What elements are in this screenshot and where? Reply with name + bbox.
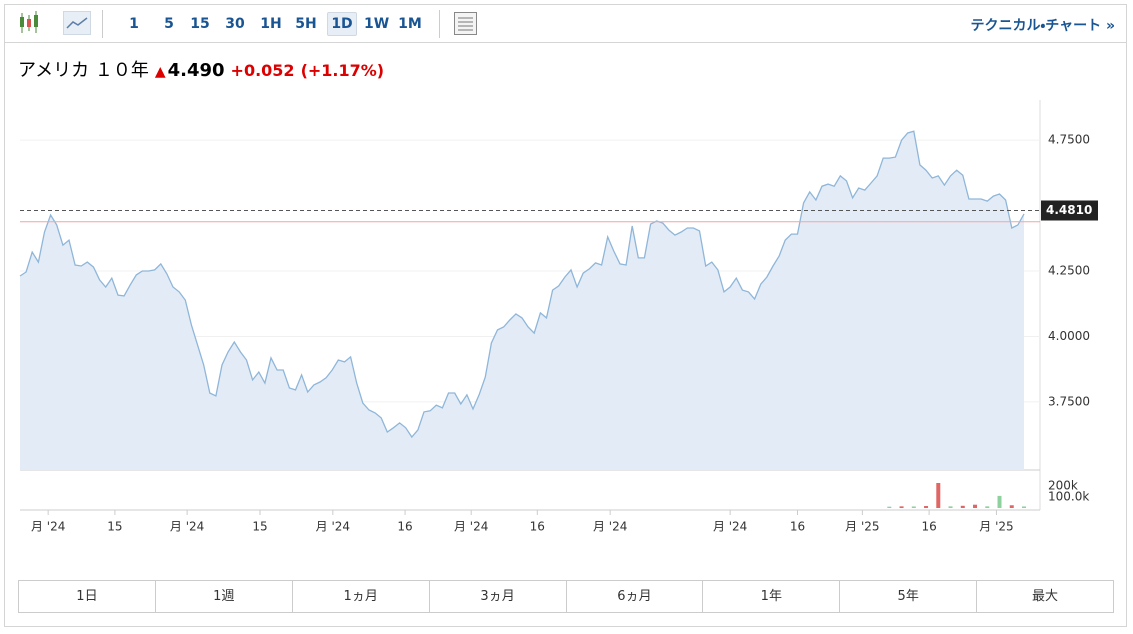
interval-button[interactable]: 30 <box>225 16 245 32</box>
area-fill <box>20 131 1024 470</box>
toolbar: テクニカル・チャート » 1 5 15 30 1H 5H 1D 1W 1M <box>5 5 1127 43</box>
volume-tick-label: 100.0k <box>1048 489 1089 503</box>
range-button[interactable]: 最大 <box>976 581 1113 612</box>
up-arrow: ▲ <box>154 64 166 80</box>
volume-bar <box>936 482 941 508</box>
interval-button[interactable]: 5 <box>164 16 174 32</box>
area-icon[interactable] <box>63 11 93 37</box>
range-button[interactable]: 1週 <box>154 581 292 612</box>
volume-bar <box>887 506 892 508</box>
volume-bar <box>899 506 904 508</box>
volume-bar <box>973 504 978 508</box>
last-price-label: 4.4810 <box>1046 203 1092 217</box>
technical-chart-link[interactable]: テクニカル・チャート » <box>970 18 1115 34</box>
volume-bar <box>924 506 929 508</box>
change-percent: (+1.17%) <box>300 61 385 80</box>
range-selector: 1日 1週 1ヵ月 3ヵ月 6ヵ月 1年 5年 最大 <box>18 580 1114 613</box>
range-button[interactable]: 1年 <box>702 581 839 612</box>
x-tick-label: 月 '25 <box>845 520 879 534</box>
volume-bar <box>911 506 916 508</box>
volume-bar <box>948 506 953 508</box>
interval-button[interactable]: 1M <box>398 16 422 32</box>
range-button[interactable]: 3ヵ月 <box>428 581 566 612</box>
x-tick-label: 16 <box>790 520 805 534</box>
price: 4.490 <box>167 60 225 81</box>
volume-bar <box>1022 506 1026 508</box>
price-line <box>19 130 1025 439</box>
range-button[interactable]: 5年 <box>839 581 976 612</box>
widget-frame <box>4 4 1127 627</box>
y-tick-label: 4.7500 <box>1048 133 1090 147</box>
x-tick-label: 月 '24 <box>170 520 204 534</box>
instrument-name: アメリカ １０年 <box>18 60 149 81</box>
x-tick-label: 月 '24 <box>713 520 747 534</box>
volume-bar <box>985 506 990 508</box>
interval-button[interactable]: 5H <box>295 16 317 32</box>
x-tick-label: 15 <box>252 520 267 534</box>
volume-bar <box>1009 505 1014 508</box>
x-tick-label: 15 <box>107 520 122 534</box>
volume-bar <box>960 505 965 508</box>
divider <box>439 10 440 38</box>
interval-button[interactable]: 1W <box>364 16 390 32</box>
divider <box>102 10 103 38</box>
y-tick-label: 3.7500 <box>1048 394 1090 408</box>
volume-tick-label: 200k <box>1048 478 1078 492</box>
interval-button[interactable]: 15 <box>190 16 210 32</box>
quote-header: アメリカ １０年 ▲ 4.490 +0.052 (+1.17%) <box>18 56 390 82</box>
last-price-box <box>1041 200 1098 221</box>
x-tick-label: 月 '24 <box>316 520 350 534</box>
range-button[interactable]: 1ヵ月 <box>291 581 429 612</box>
change: +0.052 <box>230 61 295 80</box>
candle-icon[interactable] <box>17 5 57 42</box>
x-tick-label: 16 <box>921 520 936 534</box>
x-tick-label: 月 '25 <box>979 520 1013 534</box>
volume-bar <box>997 495 1002 508</box>
x-tick-label: 16 <box>397 520 412 534</box>
y-tick-label: 4.2500 <box>1048 263 1090 277</box>
interval-button[interactable]: 1D <box>327 12 357 36</box>
x-tick-label: 月 '24 <box>31 520 65 534</box>
x-tick-label: 月 '24 <box>454 520 488 534</box>
y-tick-label: 4.0000 <box>1048 329 1090 343</box>
table-icon[interactable] <box>453 11 479 37</box>
range-button[interactable]: 1日 <box>76 589 98 604</box>
interval-button[interactable]: 1 <box>129 16 139 32</box>
x-tick-label: 月 '24 <box>593 520 627 534</box>
interval-button[interactable]: 1H <box>260 16 282 32</box>
range-button[interactable]: 6ヵ月 <box>565 581 703 612</box>
x-tick-label: 16 <box>530 520 545 534</box>
